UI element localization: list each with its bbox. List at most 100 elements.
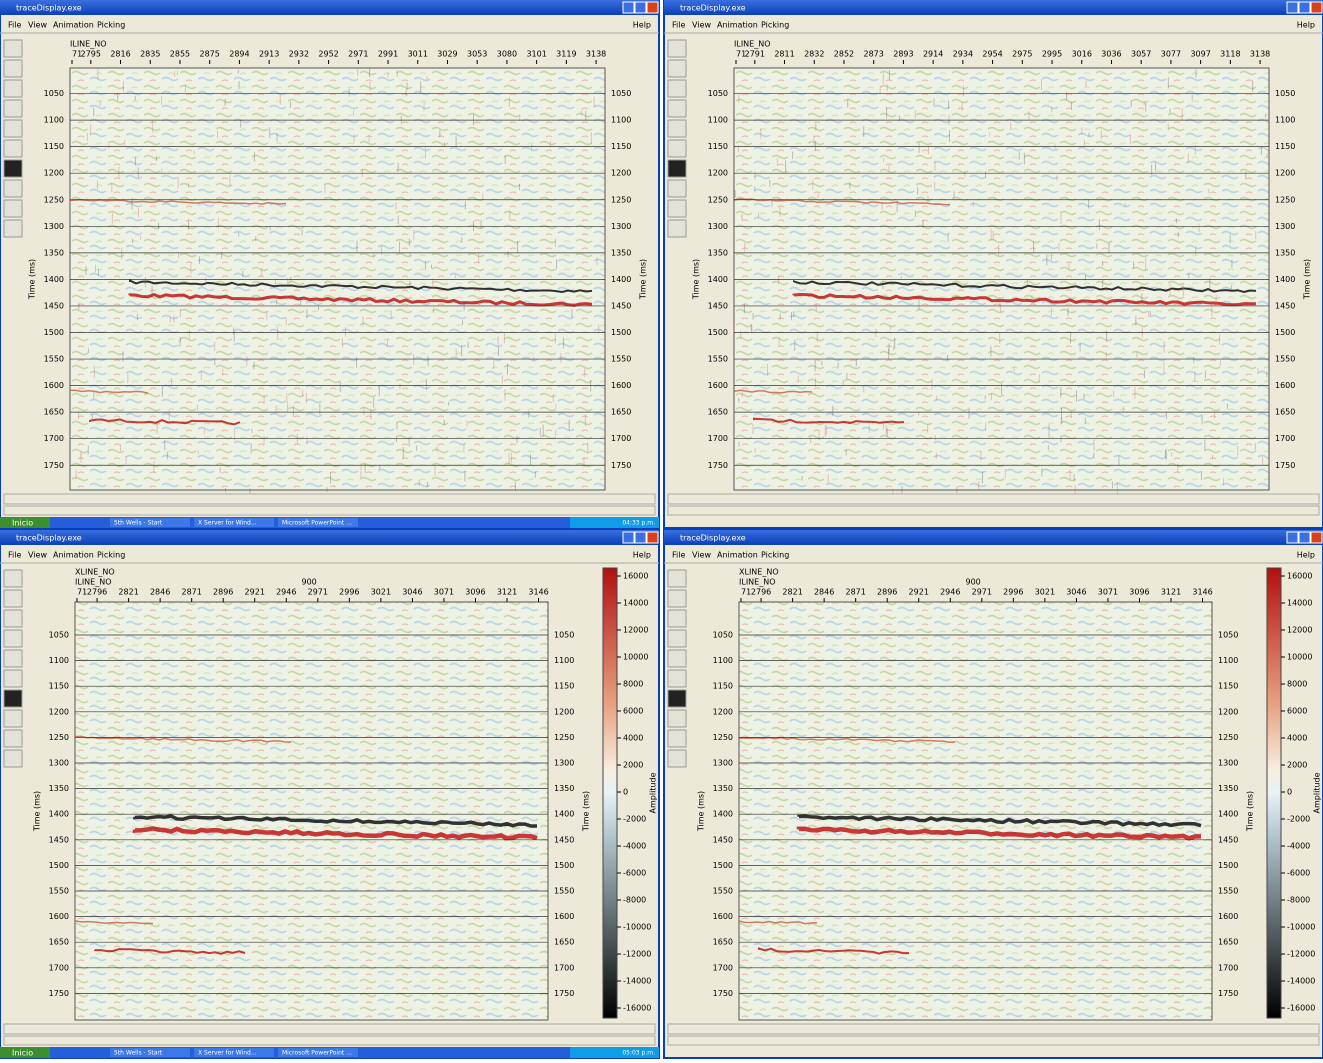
colorbar-tick-label: 2000 [623,761,643,770]
iline-tick-label: 2996 [339,588,359,597]
time-tick-label-right: 1250 [1218,733,1238,742]
window-button[interactable] [635,2,646,13]
tool-button[interactable] [4,650,22,667]
menu-item[interactable]: View [28,21,47,30]
tool-button[interactable] [668,220,686,237]
tool-button[interactable] [4,690,22,707]
menu-item[interactable]: File [672,21,685,30]
iline-tick-label: 3036 [1101,50,1121,59]
menu-item[interactable]: Animation [53,551,94,560]
window-button[interactable] [647,532,658,543]
time-tick-label-right: 1200 [1275,169,1295,178]
tool-button[interactable] [668,670,686,687]
menu-help[interactable]: Help [1297,21,1315,30]
tool-button[interactable] [668,120,686,137]
menu-item[interactable]: View [28,551,47,560]
clock: 04:33 p.m. [622,520,655,527]
window-button[interactable] [623,2,634,13]
tool-button[interactable] [4,570,22,587]
tool-button[interactable] [4,610,22,627]
window-button[interactable] [1287,2,1298,13]
time-tick-label-right: 1700 [1218,963,1238,972]
colorbar-tick-label: 12000 [1287,626,1312,635]
tool-button[interactable] [668,140,686,157]
iline-label: ILINE_NO [739,578,776,587]
tool-button[interactable] [4,40,22,57]
window-button[interactable] [1299,532,1310,543]
iline-tick-label: 2835 [140,50,160,59]
time-tick-label-right: 1150 [1218,682,1238,691]
tool-button[interactable] [668,160,686,177]
colorbar-tick-label: -16000 [623,1004,651,1013]
window-button[interactable] [635,532,646,543]
task-label: X Server for Wind... [198,520,257,527]
iline-tick-label: 3021 [1035,588,1055,597]
colorbar-label: Amplitude [1313,772,1322,813]
tool-button[interactable] [668,100,686,117]
tool-button[interactable] [4,160,22,177]
menu-item[interactable]: Animation [717,21,758,30]
tool-button[interactable] [4,730,22,747]
tool-button[interactable] [4,180,22,197]
time-tick-label: 1700 [44,434,64,443]
tool-button[interactable] [668,200,686,217]
tool-button[interactable] [4,120,22,137]
window-button[interactable] [1311,2,1322,13]
tool-button[interactable] [4,220,22,237]
time-tick-label: 1750 [44,461,64,470]
tool-button[interactable] [4,670,22,687]
iline-tick-label: 2832 [804,50,824,59]
menu-item[interactable]: File [8,551,21,560]
tool-button[interactable] [4,590,22,607]
tool-button[interactable] [4,710,22,727]
tool-button[interactable] [668,40,686,57]
menu-help[interactable]: Help [633,551,651,560]
window-button[interactable] [1287,532,1298,543]
tool-button[interactable] [668,80,686,97]
tool-button[interactable] [668,710,686,727]
start-label: Inicio [12,1049,33,1058]
tool-button[interactable] [668,590,686,607]
menu-item[interactable]: Picking [761,551,789,560]
window-button[interactable] [1299,2,1310,13]
status-bar [4,494,655,504]
tool-button[interactable] [4,100,22,117]
menu-item[interactable]: File [8,21,21,30]
menu-item[interactable]: Picking [97,551,125,560]
window-button[interactable] [647,2,658,13]
tool-button[interactable] [668,730,686,747]
tool-button[interactable] [4,80,22,97]
menu-item[interactable]: Animation [717,551,758,560]
tool-button[interactable] [668,750,686,767]
menu-item[interactable]: File [672,551,685,560]
time-tick-label-right: 1700 [1275,434,1295,443]
screen: traceDisplay.exeFileViewAnimationPicking… [0,0,1323,1059]
window-button[interactable] [1311,532,1322,543]
menu-item[interactable]: Picking [97,21,125,30]
menu-item[interactable]: Animation [53,21,94,30]
iline-tick-label: 3096 [465,588,485,597]
tool-button[interactable] [668,650,686,667]
tool-button[interactable] [4,140,22,157]
tool-button[interactable] [4,60,22,77]
time-tick-label-right: 1450 [611,301,631,310]
iline-tick-label: 2914 [923,50,943,59]
tool-button[interactable] [4,200,22,217]
tool-button[interactable] [668,630,686,647]
time-tick-label: 1150 [708,142,728,151]
window-button[interactable] [623,532,634,543]
tool-button[interactable] [4,630,22,647]
time-tick-label-right: 1500 [1218,861,1238,870]
menu-help[interactable]: Help [1297,551,1315,560]
iline-tick-label: 2946 [940,588,960,597]
menu-item[interactable]: View [692,551,711,560]
tool-button[interactable] [4,750,22,767]
tool-button[interactable] [668,60,686,77]
tool-button[interactable] [668,690,686,707]
menu-help[interactable]: Help [633,21,651,30]
tool-button[interactable] [668,570,686,587]
tool-button[interactable] [668,610,686,627]
menu-item[interactable]: View [692,21,711,30]
menu-item[interactable]: Picking [761,21,789,30]
tool-button[interactable] [668,180,686,197]
